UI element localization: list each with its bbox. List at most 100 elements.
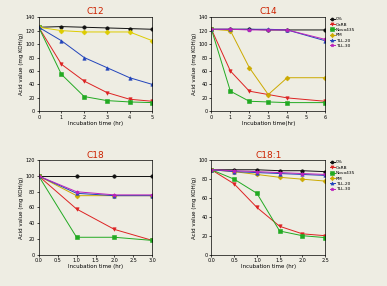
Novo435 bbox=[112, 236, 117, 239]
CaRB bbox=[209, 27, 214, 31]
TLL-20 bbox=[247, 27, 252, 31]
TLL-20 bbox=[285, 28, 289, 32]
Y-axis label: Acid value (mg KOH/g): Acid value (mg KOH/g) bbox=[19, 33, 24, 96]
Line: CaRB: CaRB bbox=[210, 27, 327, 103]
0% bbox=[247, 27, 252, 31]
Novo435 bbox=[127, 100, 132, 104]
TLL-20 bbox=[112, 194, 117, 197]
Novo435 bbox=[74, 236, 79, 239]
Title: C12: C12 bbox=[87, 7, 104, 16]
TLL-30 bbox=[112, 193, 117, 196]
CaRB bbox=[150, 239, 155, 242]
CaRB bbox=[150, 100, 155, 103]
TLL-20 bbox=[277, 172, 282, 175]
CaRB bbox=[323, 100, 327, 103]
0% bbox=[209, 168, 214, 172]
0% bbox=[323, 170, 327, 173]
CaRB bbox=[59, 63, 64, 66]
0% bbox=[266, 28, 271, 32]
Line: 0%: 0% bbox=[210, 27, 327, 32]
0% bbox=[228, 27, 233, 31]
RM bbox=[277, 176, 282, 179]
TLL(0.5) bbox=[150, 39, 155, 42]
TLL(0.5) bbox=[127, 30, 132, 34]
0% bbox=[59, 25, 64, 28]
0% bbox=[277, 169, 282, 172]
TLL-20 bbox=[323, 174, 327, 177]
TLL-20 bbox=[228, 27, 233, 31]
Y-axis label: Acid value (mg KOH/g): Acid value (mg KOH/g) bbox=[192, 33, 197, 96]
TLL-20 bbox=[323, 39, 327, 42]
TLL-30 bbox=[209, 168, 214, 172]
CaRB bbox=[127, 98, 132, 101]
RM bbox=[232, 170, 236, 173]
Title: C14: C14 bbox=[259, 7, 277, 16]
0% bbox=[255, 168, 259, 172]
CaRB bbox=[266, 93, 271, 96]
RM bbox=[36, 174, 41, 178]
Line: CaRB: CaRB bbox=[37, 174, 154, 242]
Novo435 bbox=[228, 90, 233, 93]
X-axis label: Incubation time(hr): Incubation time(hr) bbox=[241, 121, 295, 126]
TLL(0.5) bbox=[36, 25, 41, 29]
CaRB bbox=[36, 25, 41, 29]
Novo435 bbox=[266, 100, 271, 104]
TLL-20 bbox=[150, 194, 155, 197]
TLL-20 bbox=[300, 173, 305, 176]
TLL(0.5) bbox=[59, 29, 64, 32]
0% bbox=[150, 27, 155, 31]
RM bbox=[266, 93, 271, 96]
0% bbox=[82, 25, 86, 29]
TLL-30 bbox=[323, 38, 327, 41]
RM bbox=[59, 39, 64, 42]
0% bbox=[74, 174, 79, 178]
RM bbox=[255, 173, 259, 176]
Line: TLL-20: TLL-20 bbox=[210, 168, 327, 177]
Novo435 bbox=[247, 100, 252, 103]
Y-axis label: Acid value (mg KOH/g): Acid value (mg KOH/g) bbox=[19, 176, 24, 239]
0% bbox=[150, 174, 155, 178]
Novo435 bbox=[150, 101, 155, 104]
Novo435 bbox=[104, 99, 109, 102]
CaRB bbox=[112, 228, 117, 231]
Line: TLL(0.5): TLL(0.5) bbox=[37, 25, 154, 42]
Title: C18: C18 bbox=[87, 150, 104, 160]
CaRB bbox=[255, 206, 259, 209]
TLL(0.5) bbox=[104, 30, 109, 34]
TLL-20 bbox=[209, 27, 214, 31]
CaRB bbox=[247, 90, 252, 93]
Legend: 0%, CaRB, Novo435, RM, TLL-20, TLL-30: 0%, CaRB, Novo435, RM, TLL-20, TLL-30 bbox=[329, 158, 357, 193]
Novo435 bbox=[209, 27, 214, 31]
X-axis label: Incubation time (hr): Incubation time (hr) bbox=[68, 264, 123, 269]
RM bbox=[300, 178, 305, 181]
Novo435 bbox=[285, 101, 289, 104]
Line: TLL-20: TLL-20 bbox=[210, 27, 327, 42]
CaRB bbox=[300, 232, 305, 236]
TLL-30 bbox=[323, 173, 327, 176]
CaRB bbox=[228, 69, 233, 73]
Novo435 bbox=[255, 192, 259, 195]
TLL-30 bbox=[209, 27, 214, 31]
Line: CaRB: CaRB bbox=[210, 168, 327, 237]
TLL-20 bbox=[36, 174, 41, 178]
0% bbox=[300, 169, 305, 172]
TLL-30 bbox=[150, 193, 155, 196]
Novo435 bbox=[82, 95, 86, 98]
Line: RM: RM bbox=[210, 27, 327, 96]
TLL-30 bbox=[232, 169, 236, 172]
CaRB bbox=[74, 207, 79, 211]
0% bbox=[127, 27, 132, 30]
RM bbox=[323, 179, 327, 183]
RM bbox=[228, 29, 233, 32]
RM bbox=[150, 194, 155, 197]
TLL-30 bbox=[277, 171, 282, 174]
CaRB bbox=[82, 79, 86, 83]
0% bbox=[112, 174, 117, 178]
CaRB bbox=[277, 225, 282, 228]
Line: CaRB: CaRB bbox=[37, 25, 154, 103]
CaRB bbox=[285, 96, 289, 100]
Y-axis label: Acid value (mg KOH/g): Acid value (mg KOH/g) bbox=[192, 176, 197, 239]
0% bbox=[323, 28, 327, 32]
0% bbox=[209, 27, 214, 31]
RM bbox=[74, 194, 79, 197]
